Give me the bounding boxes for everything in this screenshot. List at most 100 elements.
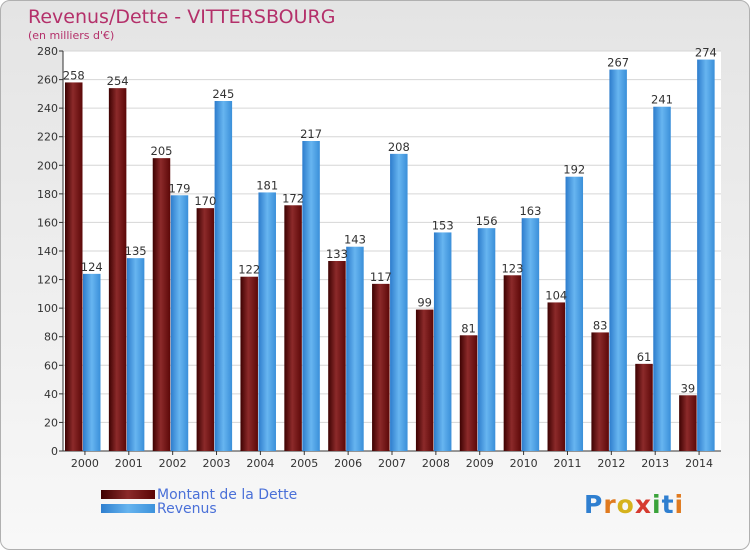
bar-dette (459, 335, 478, 451)
data-label-revenus: 217 (300, 127, 322, 141)
bar-revenus (170, 195, 189, 451)
bar-revenus (346, 246, 364, 451)
x-tick-label: 2006 (334, 457, 362, 470)
bar-dette (328, 261, 346, 451)
x-tick-label: 2008 (422, 457, 450, 470)
data-label-revenus: 156 (476, 214, 498, 228)
logo-letter: P (584, 490, 604, 519)
bar-revenus (565, 176, 584, 451)
x-tick-label: 2005 (290, 457, 318, 470)
data-label-dette: 104 (545, 288, 567, 302)
bar-dette (240, 276, 258, 451)
data-labels: 2581242541352051791702451221811722171331… (63, 46, 717, 396)
data-label-revenus: 241 (651, 93, 673, 107)
y-tick-label: 140 (37, 245, 58, 258)
bar-dette (503, 275, 522, 451)
y-tick-label: 240 (37, 102, 58, 115)
y-tick-label: 220 (37, 131, 58, 144)
x-tick-label: 2004 (246, 457, 274, 470)
x-tick-label: 2002 (159, 457, 187, 470)
legend-label-revenus: Revenus (157, 501, 217, 517)
bar-revenus (653, 106, 671, 451)
bar-revenus (697, 59, 715, 451)
data-label-revenus: 181 (256, 178, 278, 192)
data-label-dette: 83 (593, 318, 608, 332)
bar-revenus (521, 218, 540, 451)
y-tick-label: 20 (44, 416, 58, 429)
bar-dette (196, 208, 215, 451)
x-tick-label: 2001 (115, 457, 143, 470)
bar-revenus (609, 69, 627, 452)
data-label-revenus: 143 (344, 233, 366, 247)
y-tick-label: 100 (37, 302, 58, 315)
data-label-revenus: 135 (125, 244, 147, 258)
x-tick-label: 2013 (641, 457, 669, 470)
data-label-revenus: 179 (169, 181, 191, 195)
bar-dette (284, 205, 302, 451)
proxiti-logo: Proxiti (584, 490, 684, 519)
x-tick-label: 2011 (553, 457, 581, 470)
x-tick-label: 2010 (510, 457, 538, 470)
chart-title: Revenus/Dette - VITTERSBOURG (28, 6, 336, 28)
bar-dette (108, 88, 127, 452)
bar-revenus (390, 153, 408, 451)
logo-letter: r (603, 490, 617, 519)
y-tick-label: 120 (37, 274, 58, 287)
y-tick-label: 60 (44, 359, 58, 372)
bar-dette (547, 302, 566, 451)
bar-revenus (302, 141, 320, 451)
data-label-dette: 170 (194, 194, 216, 208)
data-label-dette: 39 (681, 381, 696, 395)
data-label-revenus: 153 (432, 218, 454, 232)
x-tick-label: 2012 (597, 457, 625, 470)
data-label-dette: 258 (63, 68, 85, 82)
bar-revenus (258, 192, 276, 451)
x-tick-label: 2009 (466, 457, 494, 470)
data-label-dette: 123 (501, 261, 523, 275)
data-label-revenus: 208 (388, 140, 410, 154)
bar-dette (635, 363, 653, 451)
y-tick-label: 40 (44, 388, 58, 401)
data-label-dette: 81 (461, 321, 476, 335)
data-label-revenus: 192 (563, 163, 585, 177)
bar-dette (372, 283, 390, 451)
x-tick-label: 2000 (71, 457, 99, 470)
logo-letter: i (652, 490, 662, 519)
logo-letter: t (661, 490, 675, 519)
bar-dette (679, 395, 697, 451)
data-label-dette: 61 (637, 350, 652, 364)
data-label-dette: 133 (326, 247, 348, 261)
legend-swatch-dette (101, 490, 155, 499)
y-tick-label: 0 (51, 445, 58, 458)
chart-subtitle: (en milliers d'€) (28, 29, 115, 42)
logo-letter: x (634, 490, 652, 519)
y-tick-label: 180 (37, 188, 58, 201)
data-label-dette: 99 (417, 296, 432, 310)
x-tick-label: 2007 (378, 457, 406, 470)
x-tick-label: 2003 (203, 457, 231, 470)
data-label-revenus: 163 (519, 204, 541, 218)
y-tick-label: 260 (37, 74, 58, 87)
data-label-revenus: 245 (212, 87, 234, 101)
logo-letter: i (674, 490, 685, 519)
y-tick-label: 80 (44, 331, 58, 344)
bar-revenus (214, 101, 233, 451)
y-tick-label: 160 (37, 216, 58, 229)
data-label-dette: 172 (282, 191, 304, 205)
data-label-revenus: 267 (607, 56, 629, 70)
bars (65, 59, 715, 452)
bar-revenus (126, 258, 145, 451)
y-tick-label: 280 (37, 45, 58, 58)
bar-dette (415, 309, 434, 451)
data-label-dette: 205 (151, 144, 173, 158)
legend-label-dette: Montant de la Dette (157, 487, 298, 503)
data-label-dette: 254 (107, 74, 129, 88)
y-tick-label: 200 (37, 159, 58, 172)
bar-dette (65, 82, 83, 451)
bar-dette (152, 158, 171, 451)
data-label-dette: 117 (370, 270, 392, 284)
x-tick-label: 2014 (685, 457, 713, 470)
data-label-dette: 122 (238, 263, 260, 277)
logo-letter: o (616, 490, 635, 519)
